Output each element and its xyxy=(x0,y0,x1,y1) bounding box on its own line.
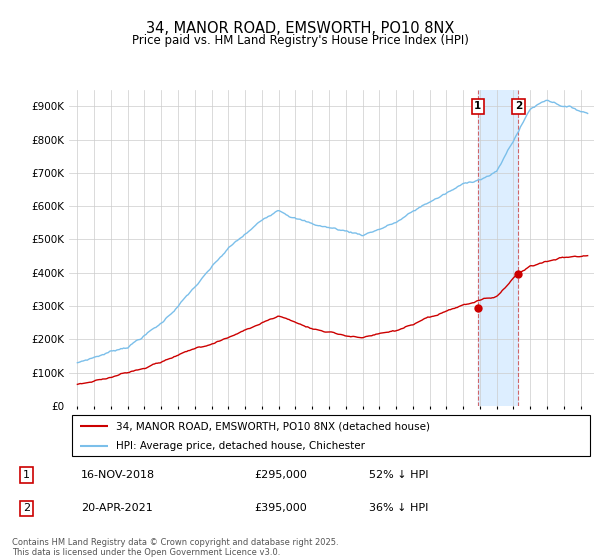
Text: £295,000: £295,000 xyxy=(254,470,307,480)
Text: 36% ↓ HPI: 36% ↓ HPI xyxy=(369,503,428,514)
Text: HPI: Average price, detached house, Chichester: HPI: Average price, detached house, Chic… xyxy=(116,441,365,451)
Text: Price paid vs. HM Land Registry's House Price Index (HPI): Price paid vs. HM Land Registry's House … xyxy=(131,34,469,46)
Text: 34, MANOR ROAD, EMSWORTH, PO10 8NX (detached house): 34, MANOR ROAD, EMSWORTH, PO10 8NX (deta… xyxy=(116,421,430,431)
Text: 1: 1 xyxy=(23,470,30,480)
Text: 52% ↓ HPI: 52% ↓ HPI xyxy=(369,470,428,480)
Text: 1: 1 xyxy=(475,101,482,111)
Text: 20-APR-2021: 20-APR-2021 xyxy=(81,503,153,514)
Text: Contains HM Land Registry data © Crown copyright and database right 2025.
This d: Contains HM Land Registry data © Crown c… xyxy=(12,538,338,557)
Text: £395,000: £395,000 xyxy=(254,503,307,514)
Text: 34, MANOR ROAD, EMSWORTH, PO10 8NX: 34, MANOR ROAD, EMSWORTH, PO10 8NX xyxy=(146,21,454,36)
FancyBboxPatch shape xyxy=(71,416,590,456)
Text: 2: 2 xyxy=(515,101,522,111)
Text: 16-NOV-2018: 16-NOV-2018 xyxy=(81,470,155,480)
Bar xyxy=(478,90,518,406)
Text: 2: 2 xyxy=(23,503,30,514)
